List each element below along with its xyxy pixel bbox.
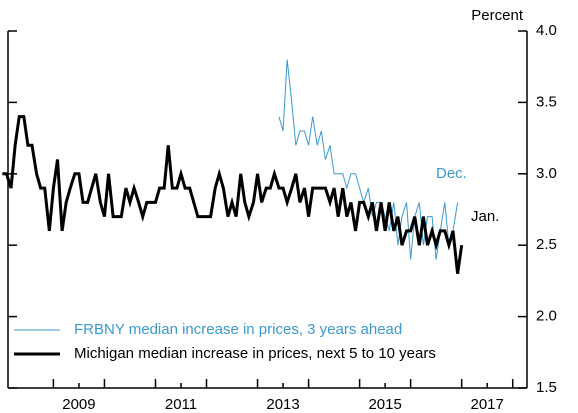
legend-label: FRBNY median increase in prices, 3 years… [74, 321, 402, 338]
annotation: Dec. [436, 165, 467, 182]
x-tick-label: 2011 [165, 396, 197, 413]
y-axis-label: Percent [471, 7, 524, 24]
y-tick-label: 1.5 [536, 379, 557, 396]
x-tick-label: 2017 [471, 396, 504, 413]
x-tick-label: 2015 [368, 396, 401, 413]
legend-label: Michigan median increase in prices, next… [74, 345, 436, 362]
x-tick-label: 2013 [266, 396, 299, 413]
annotation: Jan. [471, 208, 499, 225]
y-tick-label: 3.5 [536, 93, 557, 110]
y-tick-label: 2.0 [536, 308, 557, 325]
series-line [278, 59, 459, 260]
x-tick-label: 2009 [62, 396, 95, 413]
y-tick-label: 4.0 [536, 22, 557, 39]
y-tick-label: 3.0 [536, 165, 557, 182]
series-line [2, 115, 464, 274]
y-tick-label: 2.5 [536, 236, 557, 253]
